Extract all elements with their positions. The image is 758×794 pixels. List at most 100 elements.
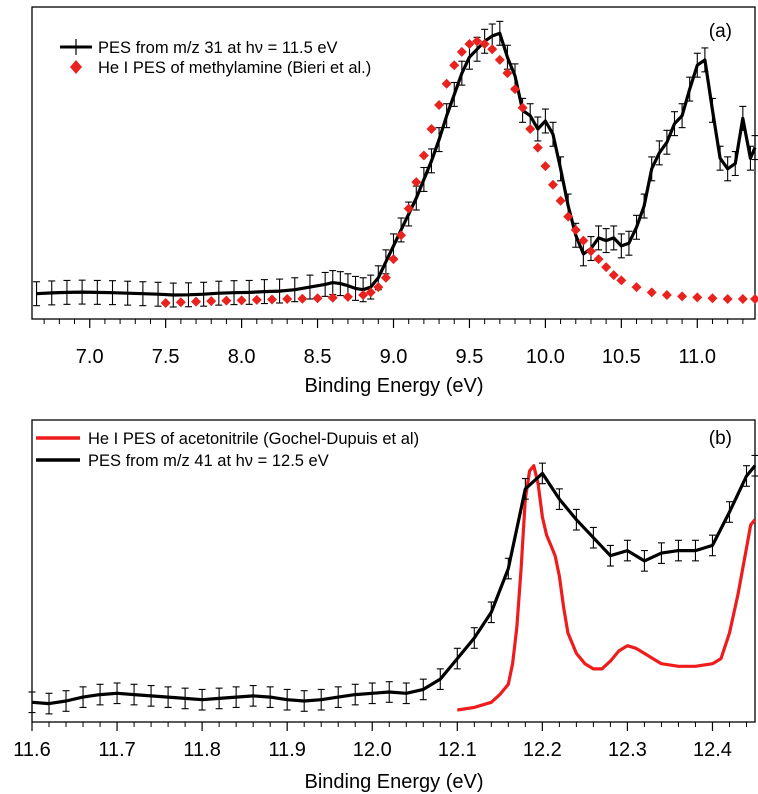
data-point-a1-28: [472, 36, 483, 47]
x-tick-label-a-0: 7.0: [76, 346, 104, 368]
x-tick-label-b-0: 11.6: [13, 739, 50, 761]
data-point-a1-24: [441, 78, 452, 89]
x-axis-title-a: Binding Energy (eV): [305, 375, 484, 397]
data-point-a1-22: [426, 123, 437, 134]
panel-label-b: (b): [709, 428, 732, 449]
data-point-a1-38: [547, 179, 558, 190]
data-point-a1-11: [327, 292, 338, 303]
data-point-a1-25: [449, 60, 460, 71]
data-point-a1-33: [510, 84, 521, 95]
data-point-a1-19: [403, 203, 414, 214]
data-point-a1-17: [388, 254, 399, 265]
data-point-a1-47: [616, 275, 627, 286]
data-point-a1-4: [221, 295, 232, 306]
legend-b: He I PES of acetonitrile (Gochel-Dupuis …: [36, 430, 419, 470]
panel-a: 7.0 7.5 8.0 8.5 9.0 9.5 10.0 10.5 11.0 Binding E…: [31, 6, 758, 397]
data-point-a1-2: [191, 296, 202, 307]
data-point-a1-31: [494, 54, 505, 65]
series-line-b1: [31, 464, 757, 706]
series-b1: [28, 454, 758, 715]
panel-b: 11.6 11.7 11.8 11.9 12.0 12.1 12.2 12.3 12.4 Bin…: [13, 419, 758, 793]
x-axis-title-b: Binding Energy (eV): [305, 771, 484, 793]
data-point-a1-12: [342, 291, 353, 302]
data-point-a1-56: [750, 294, 758, 305]
data-point-a1-8: [282, 294, 293, 305]
data-point-a1-51: [677, 291, 688, 302]
x-tick-label-b-5: 12.1: [438, 739, 477, 761]
data-point-a1-14: [365, 287, 376, 298]
legend-label-series-b0: He I PES of acetonitrile (Gochel-Dupuis …: [88, 430, 419, 448]
data-point-a1-43: [585, 246, 596, 257]
data-point-a1-7: [266, 294, 277, 305]
data-point-a1-37: [540, 161, 551, 172]
data-point-a1-16: [380, 272, 391, 283]
data-point-a1-32: [502, 68, 513, 79]
data-point-a1-46: [608, 270, 619, 281]
data-point-a1-21: [418, 150, 429, 161]
data-point-a1-10: [312, 293, 323, 304]
data-point-a1-48: [631, 282, 642, 293]
data-point-a1-41: [570, 224, 581, 235]
data-point-a1-35: [525, 123, 536, 134]
series-line-b0: [457, 464, 757, 712]
data-point-a1-53: [707, 293, 718, 304]
data-point-a1-18: [396, 230, 407, 241]
legend-marker-series-a0: [60, 39, 92, 55]
data-point-a1-36: [532, 142, 543, 153]
data-point-a1-23: [434, 100, 445, 111]
x-tick-label-b-6: 12.2: [523, 739, 562, 761]
data-point-a1-5: [236, 295, 247, 306]
data-point-a1-50: [661, 290, 672, 301]
plot-area-a: [33, 20, 758, 309]
panel-label-a: (a): [709, 21, 732, 42]
x-tick-label-a-3: 8.5: [304, 346, 332, 368]
legend-a: PES from m/z 31 at hν = 11.5 eV He I PES…: [60, 39, 371, 77]
data-point-a1-13: [358, 290, 369, 301]
x-axis-b: 11.6 11.7 11.8 11.9 12.0 12.1 12.2 12.3 12.4: [13, 722, 747, 761]
series-b0: [457, 464, 757, 712]
data-point-a1-20: [411, 177, 422, 188]
x-tick-label-b-3: 11.9: [268, 739, 305, 761]
data-point-a1-6: [251, 294, 262, 305]
plot-frame-b: [31, 419, 756, 723]
series-a1: [160, 36, 758, 309]
data-point-a1-30: [487, 44, 498, 55]
legend-label-series-a0: PES from m/z 31 at hν = 11.5 eV: [98, 39, 338, 57]
data-point-a1-42: [578, 235, 589, 246]
data-point-a1-29: [479, 38, 490, 49]
data-point-a1-52: [692, 292, 703, 303]
x-tick-label-b-7: 12.3: [608, 739, 647, 761]
x-tick-label-a-5: 9.5: [456, 346, 484, 368]
legend-marker-series-a1: [70, 60, 82, 74]
data-point-a1-39: [555, 195, 566, 206]
x-tick-label-a-6: 10.0: [526, 346, 565, 368]
x-tick-label-a-4: 9.0: [380, 346, 408, 368]
x-tick-label-b-1: 11.7: [98, 739, 135, 761]
x-tick-label-a-7: 10.5: [602, 346, 641, 368]
x-tick-label-a-2: 8.0: [228, 346, 256, 368]
legend-label-series-b1: PES from m/z 41 at hν = 12.5 eV: [88, 452, 329, 470]
x-tick-label-a-1: 7.5: [152, 346, 180, 368]
data-point-a1-49: [646, 287, 657, 298]
x-tick-label-b-2: 11.8: [183, 739, 220, 761]
data-point-a1-40: [563, 211, 574, 222]
data-point-a1-34: [517, 102, 528, 113]
x-tick-label-b-4: 12.0: [353, 739, 392, 761]
plot-area-b: [28, 454, 758, 715]
series-a0: [33, 20, 758, 308]
data-point-a1-44: [593, 254, 604, 265]
x-axis-a: 7.0 7.5 8.0 8.5 9.0 9.5 10.0 10.5 11.0: [43, 319, 744, 368]
x-tick-label-a-8: 11.0: [679, 346, 716, 368]
data-point-a1-26: [456, 46, 467, 57]
x-tick-label-b-8: 12.4: [693, 739, 732, 761]
legend-label-series-a1: He I PES of methylamine (Bieri et al.): [98, 59, 371, 77]
data-point-a1-55: [737, 294, 748, 305]
data-point-a1-27: [464, 38, 475, 49]
data-point-a1-54: [722, 294, 733, 305]
data-point-a1-0: [160, 298, 171, 309]
data-point-a1-9: [297, 293, 308, 304]
data-point-a1-45: [601, 262, 612, 273]
series-line-a0: [36, 31, 757, 297]
data-point-a1-1: [175, 297, 186, 308]
